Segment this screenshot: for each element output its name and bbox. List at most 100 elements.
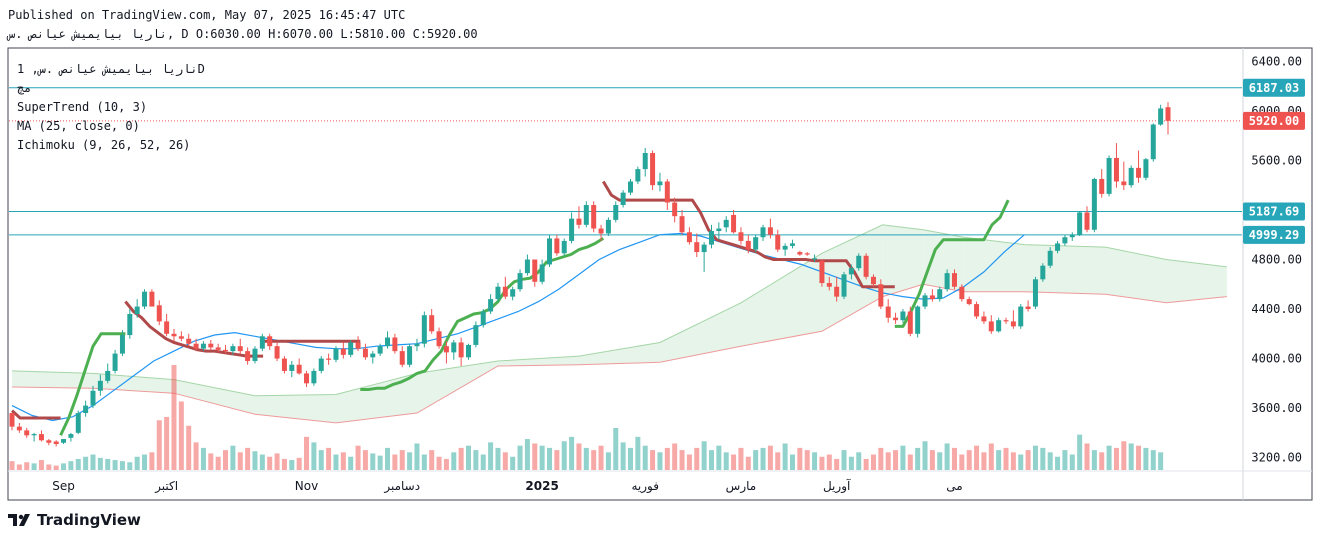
candle-body xyxy=(1025,306,1031,310)
volume-bar xyxy=(539,445,545,470)
volume-bar xyxy=(1047,452,1053,470)
volume-bar xyxy=(915,447,921,470)
candle-body xyxy=(1158,108,1164,125)
candle-body xyxy=(996,320,1002,332)
candle-body xyxy=(804,253,810,255)
candle-body xyxy=(554,238,560,254)
candle-body xyxy=(61,439,67,443)
volume-bar xyxy=(789,454,795,470)
volume-bar xyxy=(1143,447,1149,470)
volume-bar xyxy=(370,453,376,470)
candle-body xyxy=(1165,107,1171,121)
candle-body xyxy=(569,218,575,241)
volume-bar xyxy=(362,450,368,470)
legend-supertrend[interactable]: SuperTrend (10, 3) xyxy=(17,100,148,114)
volume-bar xyxy=(1069,454,1075,470)
legend-ma[interactable]: MA (25, close, 0) xyxy=(17,119,140,133)
candle-body xyxy=(738,232,744,241)
candle-body xyxy=(245,351,251,362)
volume-bar xyxy=(1018,454,1024,470)
last-price-label: 5920.00 xyxy=(1249,114,1300,128)
volume-bar xyxy=(826,454,832,470)
candle-body xyxy=(782,245,788,250)
y-tick-label: 5600.00 xyxy=(1251,153,1302,167)
volume-bar xyxy=(311,442,317,470)
candle-body xyxy=(650,153,656,186)
volume-bar xyxy=(392,454,398,470)
volume-bar xyxy=(407,452,413,470)
volume-bar xyxy=(834,458,840,470)
candle-body xyxy=(1047,250,1053,266)
candle-body xyxy=(635,169,641,182)
candle-body xyxy=(605,219,611,234)
candle-body xyxy=(642,153,648,170)
candle-body xyxy=(826,283,832,287)
tradingview-logo[interactable]: TradingView xyxy=(8,511,141,529)
x-tick-label: دسامبر xyxy=(383,479,420,494)
volume-bar xyxy=(745,456,751,470)
legend-ichimoku[interactable]: Ichimoku (9, 26, 52, 26) xyxy=(17,138,191,152)
volume-bar xyxy=(112,460,118,470)
legend-symbol[interactable]: ناریا بیایمیش عیانص .س, 1D xyxy=(17,62,205,76)
volume-bar xyxy=(951,447,957,470)
volume-bar xyxy=(134,456,140,470)
candle-body xyxy=(1121,181,1127,186)
candle-body xyxy=(230,346,236,352)
candle-body xyxy=(127,313,133,336)
candle-body xyxy=(296,364,302,374)
candle-body xyxy=(318,358,324,371)
y-tick-label: 4000.00 xyxy=(1251,352,1302,366)
volume-bar xyxy=(274,453,280,470)
volume-bar xyxy=(944,443,950,470)
volume-bar xyxy=(907,454,913,470)
volume-bar xyxy=(863,458,869,470)
candle-body xyxy=(164,321,170,334)
candle-body xyxy=(429,315,435,332)
candle-body xyxy=(171,333,177,337)
candle-body xyxy=(1143,159,1149,178)
volume-bar xyxy=(922,441,928,470)
candle-body xyxy=(1136,167,1142,178)
candle-body xyxy=(966,299,972,305)
candle-body xyxy=(937,289,943,300)
ichimoku-cloud-segment xyxy=(659,302,741,363)
candle-body xyxy=(451,342,457,353)
volume-bar xyxy=(775,452,781,470)
candle-body xyxy=(723,219,729,228)
volume-bar xyxy=(598,445,604,470)
candle-body xyxy=(767,227,773,235)
ichimoku-cloud-segment xyxy=(882,224,924,297)
volume-bar xyxy=(31,463,37,470)
volume-bar xyxy=(605,452,611,470)
x-tick-label: Nov xyxy=(295,479,318,493)
volume-bar xyxy=(1091,450,1097,470)
x-tick-label: 2025 xyxy=(525,479,558,493)
candle-body xyxy=(458,342,464,358)
volume-bar xyxy=(245,447,251,470)
volume-bar xyxy=(937,452,943,470)
candle-body xyxy=(716,228,722,232)
candle-body xyxy=(473,325,479,345)
ohlc-summary: ناریا بیایمیش عیانص .س, D O:6030.00 H:60… xyxy=(8,27,478,41)
volume-bar xyxy=(156,420,162,470)
volume-bar xyxy=(281,458,287,470)
candle-body xyxy=(259,336,265,349)
hline-price-label: 6187.03 xyxy=(1249,81,1300,95)
candle-body xyxy=(46,440,52,443)
volume-bar xyxy=(576,443,582,470)
candle-body xyxy=(31,434,37,436)
candle-body xyxy=(863,255,869,277)
candle-body xyxy=(9,413,15,427)
tradingview-logo-icon xyxy=(8,514,30,526)
volume-bar xyxy=(885,452,891,470)
volume-bar xyxy=(208,453,214,470)
hline-price-label-box xyxy=(1243,202,1305,221)
volume-bar xyxy=(561,441,567,470)
volume-bar xyxy=(178,401,184,470)
candle-body xyxy=(834,286,840,297)
supertrend-up xyxy=(59,332,126,436)
candle-body xyxy=(223,349,229,352)
volume-bar xyxy=(701,441,707,470)
volume-bar xyxy=(694,447,700,470)
